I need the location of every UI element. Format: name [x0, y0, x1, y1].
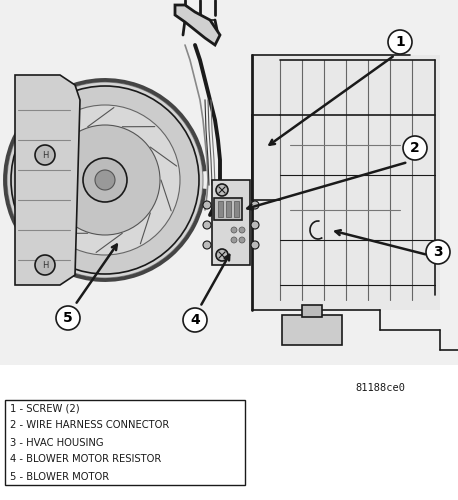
Circle shape	[183, 308, 207, 332]
Circle shape	[56, 306, 80, 330]
Circle shape	[95, 170, 115, 190]
Circle shape	[388, 30, 412, 54]
Bar	[252, 55, 440, 310]
Circle shape	[239, 237, 245, 243]
Circle shape	[35, 255, 55, 275]
Text: 1: 1	[395, 35, 405, 49]
Circle shape	[203, 221, 211, 229]
Text: 5: 5	[63, 311, 73, 325]
Bar	[234, 201, 239, 217]
Text: 1 - SCREW (2): 1 - SCREW (2)	[10, 404, 80, 413]
Circle shape	[11, 86, 199, 274]
Text: 2: 2	[410, 141, 420, 155]
Polygon shape	[175, 5, 220, 45]
Bar	[212, 180, 250, 265]
Text: H: H	[42, 150, 48, 160]
Circle shape	[203, 201, 211, 209]
Circle shape	[50, 125, 160, 235]
Bar	[226, 201, 231, 217]
Text: 5 - BLOWER MOTOR: 5 - BLOWER MOTOR	[10, 472, 109, 482]
Bar	[5, 400, 245, 485]
Circle shape	[251, 241, 259, 249]
Bar	[282, 315, 342, 345]
Circle shape	[231, 227, 237, 233]
Polygon shape	[15, 75, 80, 285]
Bar	[214, 198, 242, 220]
Text: 3: 3	[433, 245, 443, 259]
Circle shape	[83, 158, 127, 202]
Circle shape	[216, 249, 228, 261]
Circle shape	[426, 240, 450, 264]
Text: 3 - HVAC HOUSING: 3 - HVAC HOUSING	[10, 438, 104, 448]
Circle shape	[231, 237, 237, 243]
Text: 2 - WIRE HARNESS CONNECTOR: 2 - WIRE HARNESS CONNECTOR	[10, 420, 169, 430]
Circle shape	[251, 201, 259, 209]
Bar	[0, 0, 458, 365]
Text: H: H	[42, 260, 48, 270]
Circle shape	[216, 184, 228, 196]
Circle shape	[203, 241, 211, 249]
Bar	[302, 305, 322, 317]
Text: 81188ce0: 81188ce0	[355, 383, 405, 393]
Text: 4 - BLOWER MOTOR RESISTOR: 4 - BLOWER MOTOR RESISTOR	[10, 454, 161, 464]
Circle shape	[35, 145, 55, 165]
Text: 4: 4	[190, 313, 200, 327]
Bar	[218, 201, 223, 217]
Circle shape	[239, 227, 245, 233]
Circle shape	[7, 82, 203, 278]
Circle shape	[251, 221, 259, 229]
Circle shape	[30, 105, 180, 255]
Circle shape	[403, 136, 427, 160]
